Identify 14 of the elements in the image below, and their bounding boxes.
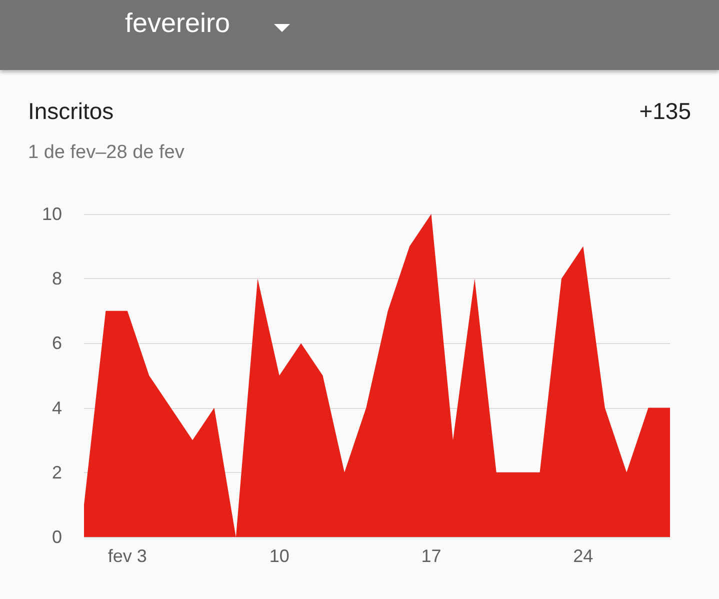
chart-title: Inscritos <box>28 98 114 125</box>
y-tick-label: 10 <box>42 204 62 224</box>
y-tick-label: 6 <box>52 333 62 354</box>
text: +135 <box>639 98 691 125</box>
x-tick-label: 10 <box>269 546 290 566</box>
x-tick-label: 24 <box>573 546 594 566</box>
x-tick-label: 17 <box>421 546 442 566</box>
y-tick-label: 2 <box>52 462 62 482</box>
y-tick-label: 0 <box>52 527 62 547</box>
y-tick-label: 8 <box>52 268 62 289</box>
x-tick-label: fev 3 <box>108 546 147 566</box>
y-tick-label: 4 <box>52 398 62 418</box>
text: fevereiro <box>125 8 230 39</box>
chart-subtitle: 1 de fev–28 de fev <box>28 142 184 164</box>
